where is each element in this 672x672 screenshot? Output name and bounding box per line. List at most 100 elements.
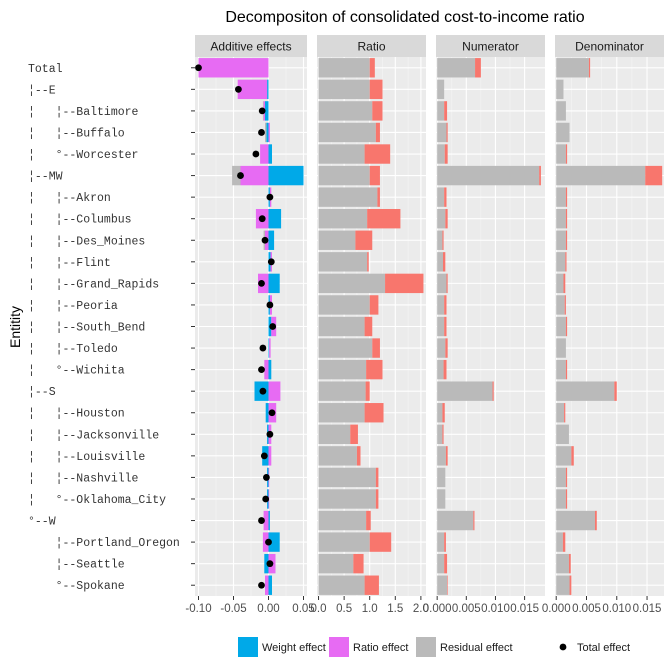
x-tick-label: 0.010 (481, 603, 510, 615)
legend-swatch-ratio-effect (329, 637, 349, 657)
base-bar (437, 446, 446, 466)
weight-effect-bar (268, 575, 272, 595)
total-effect-point (237, 172, 244, 179)
base-bar (556, 187, 566, 207)
base-bar (318, 101, 373, 121)
increase-bar (565, 489, 568, 509)
base-bar (318, 316, 365, 337)
increase-bar (446, 122, 448, 143)
ratio-effect-bar (198, 58, 269, 78)
legend-swatch-weight (238, 637, 258, 657)
panel-numerator: Numerator 0.000 0.005 0.010 0.015 (423, 35, 545, 615)
increase-bar (473, 510, 475, 531)
increase-bar (364, 144, 391, 164)
base-bar (318, 446, 357, 466)
base-bar (556, 252, 566, 272)
total-effect-point (263, 474, 270, 481)
increase-bar (492, 381, 494, 401)
base-bar (437, 122, 447, 143)
x-tick-label: 0.010 (602, 603, 631, 615)
y-tick-label: °--Spokane (28, 580, 125, 593)
increase-bar (563, 273, 566, 294)
increase-bar (444, 101, 448, 121)
y-tick-label: ¦ ¦--Louisville (28, 451, 145, 464)
base-bar (556, 403, 565, 423)
increase-bar (369, 79, 383, 100)
facet-strip-label: Numerator (462, 40, 519, 54)
base-bar (318, 359, 367, 380)
weight-effect-bar (267, 79, 269, 100)
total-effect-point (261, 236, 269, 244)
increase-bar (444, 144, 448, 164)
panel-denominator: Denominator 0.000 0.005 0.010 0.015 (542, 35, 664, 615)
base-bar (437, 467, 446, 488)
base-bar (556, 230, 566, 250)
x-tick-label: 0.0 (311, 603, 327, 615)
y-tick-label: ¦--MW (28, 171, 63, 184)
x-tick-label: 1.5 (387, 603, 403, 615)
base-bar (318, 252, 368, 272)
y-axis-title: Entitity (7, 306, 23, 348)
y-tick-label: Total (28, 63, 63, 76)
increase-bar (364, 403, 384, 423)
increase-bar (353, 553, 364, 574)
panel-ratio: Ratio 0.0 0.5 1.0 1.5 2.0 (311, 35, 429, 615)
legend-label: Residual effect (440, 642, 513, 654)
increase-bar (442, 230, 444, 250)
increase-bar (565, 208, 568, 229)
ratio-effect-bar (268, 446, 272, 466)
residual-effect-bar (232, 165, 241, 186)
increase-bar (372, 338, 380, 358)
increase-bar (539, 165, 541, 186)
x-tick-label: -0.05 (220, 603, 246, 615)
weight-effect-bar (268, 532, 280, 552)
weight-effect-bar (268, 230, 275, 250)
increase-bar (445, 338, 448, 358)
increase-bar (375, 467, 379, 488)
ratio-effect-bar (260, 144, 269, 164)
increase-bar (445, 208, 448, 229)
ratio-effect-bar (240, 165, 269, 186)
total-effect-point (258, 517, 265, 524)
base-bar (318, 273, 386, 294)
legend-swatch-residual (416, 637, 436, 657)
base-bar (318, 381, 366, 401)
increase-bar (444, 316, 447, 337)
increase-bar (375, 122, 380, 143)
base-bar (318, 424, 351, 445)
total-effect-point (266, 193, 274, 201)
facet-strip (317, 35, 426, 57)
base-bar (318, 532, 370, 552)
y-tick-label: ¦--S (28, 386, 56, 399)
base-bar (318, 208, 368, 229)
facet-strip-label: Additive effects (210, 40, 291, 54)
base-bar (556, 575, 570, 595)
x-tick-label: 1.0 (362, 603, 378, 615)
base-bar (318, 575, 365, 595)
increase-bar (369, 295, 379, 315)
increase-bar (444, 553, 448, 574)
base-bar (556, 446, 572, 466)
base-bar (437, 144, 445, 164)
increase-bar (565, 252, 567, 272)
total-effect-point (258, 366, 265, 374)
increase-bar (369, 532, 392, 552)
base-bar (556, 295, 565, 315)
increase-bar (569, 575, 572, 595)
base-bar (556, 510, 595, 531)
increase-bar (442, 252, 446, 272)
total-effect-point (258, 107, 266, 115)
base-bar (318, 403, 365, 423)
x-tick-label: 0.000 (542, 603, 571, 615)
ratio-effect-bar (237, 79, 268, 100)
increase-bar (571, 446, 574, 466)
increase-bar (367, 252, 369, 272)
panel-additive: Additive effects -0.10 -0.05 0.00 0.05 (185, 35, 315, 615)
y-tick-label: ¦ °--Worcester (28, 149, 138, 162)
total-effect-point (259, 344, 267, 352)
total-effect-point (266, 560, 274, 568)
base-bar (318, 338, 373, 358)
ratio-effect-bar (263, 510, 269, 531)
y-tick-label: ¦ ¦--Toledo (28, 343, 118, 356)
